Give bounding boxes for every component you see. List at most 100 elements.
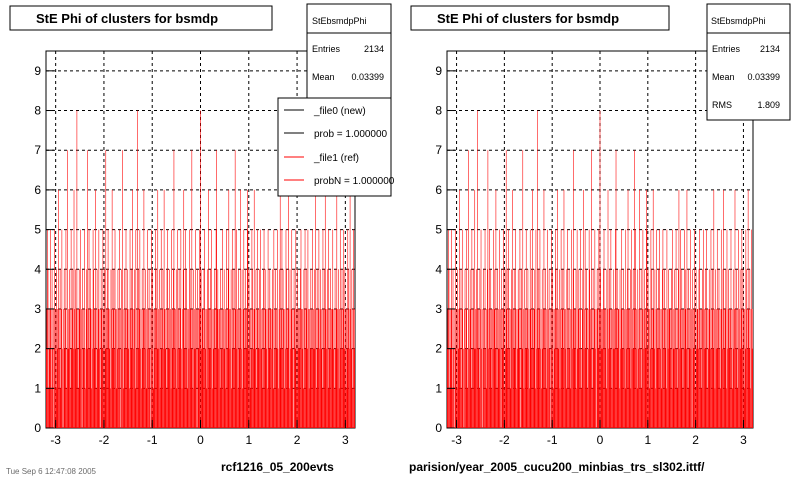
left-hist-bar [93,269,94,428]
right-hist-bar [499,348,501,428]
right-hist-bar [466,229,468,428]
left-hist-bar [179,348,180,428]
left-hist-bar [216,308,218,428]
right-hist-bar [533,308,535,428]
left-hist-bar [277,229,278,428]
right-hist-bar [652,348,653,428]
right-hist-bar [702,269,703,428]
right-hist-bar [481,308,483,428]
right-xtick-label: 0 [597,433,604,447]
left-hist-bar [331,308,332,428]
right-hist-bar [515,308,517,428]
left-hist-bar [244,308,246,428]
left-hist-bar [225,388,227,428]
left-hist-bar [183,189,185,428]
right-hist-bar [489,348,491,428]
left-hist-bar [299,348,301,428]
right-hist-bar [533,348,534,428]
right-hist-bar [729,308,731,428]
left-hist-bar [107,229,109,428]
left-hist-bar [228,189,230,428]
left-hist-bar [138,308,140,428]
left-hist-bar [345,308,346,428]
left-hist-bar [121,269,122,428]
right-hist-bar [715,348,717,428]
right-hist-bar [550,308,552,428]
right-stats-box [706,3,791,121]
left-hist-bar [275,348,277,428]
left-hist-bar [185,348,187,428]
left-hist-bar [300,229,302,428]
left-hist-bar [311,308,312,428]
left-hist-bar [187,388,189,428]
right-hist-bar [716,229,718,428]
left-hist-bar [181,388,183,428]
right-xtick-label: -2 [499,433,510,447]
left-hist-bar [70,229,72,428]
right-ytick-label: 2 [435,342,442,356]
right-hist-bar [620,348,621,428]
right-hist-bar [680,229,681,428]
right-hist-bar [638,348,639,428]
left-hist-bar [251,348,252,428]
right-hist-bar [718,308,719,428]
right-hist-bar [490,269,492,428]
right-hist-bar [574,348,576,428]
left-hist-bar [166,388,167,428]
right-hist-bar [609,269,611,428]
left-hist-bar [82,348,84,428]
left-hist-bar [218,348,219,428]
left-hist-bar [179,308,181,428]
right-hist-bar [751,229,752,428]
right-hist-bar [668,269,669,428]
left-hist-bar [175,269,177,428]
right-hist-bar [638,308,640,428]
right-hist-bar [449,308,451,428]
right-hist-bar [575,269,577,428]
left-hist-bar [325,308,327,428]
left-hist-bar [166,269,168,428]
left-hist-bar [130,348,132,428]
right-hist-bar [696,348,697,428]
left-hist-bar [130,308,131,428]
right-hist-bar [485,388,487,428]
left-hist-bar [51,388,52,428]
right-hist-bar [526,348,528,428]
right-hist-bar [688,269,689,428]
right-hist-bar [735,308,736,428]
left-hist-bar [100,269,102,428]
right-hist-bar [544,308,545,428]
right-hist-bar [467,348,469,428]
right-hist-bar [449,388,450,428]
left-hist-bar [245,269,246,428]
left-hist-bar [189,229,190,428]
left-footer: rcf1216_05_200evts [221,460,334,474]
right-hist-bar [584,229,586,428]
left-hist-bar [271,348,272,428]
left-hist-bar [297,269,298,428]
left-hist-bar [259,348,261,428]
left-hist-bar [68,348,70,428]
left-hist-bar [329,308,331,428]
right-hist-bar [542,348,544,428]
right-hist-bar [456,308,457,428]
left-hist-bar [226,308,228,428]
left-hist-bar [247,229,249,428]
left-hist-bar [92,229,94,428]
right-hist-bar [465,308,467,428]
right-hist-bar [557,308,559,428]
left-hist-bar [48,308,50,428]
left-hist-bar [229,348,231,428]
right-hist-bar [543,308,544,428]
left-hist-bar [219,308,220,428]
left-hist-bar [320,269,321,428]
right-hist-bar [629,308,631,428]
left-hist-bar [278,388,279,428]
right-hist-bar [702,308,704,428]
left-hist-bar [319,348,320,428]
left-hist-bar [195,348,197,428]
right-hist-bar [455,229,456,428]
right-hist-bar [480,229,482,428]
left-hist-bar [126,308,128,428]
right-hist-bar [595,308,597,428]
